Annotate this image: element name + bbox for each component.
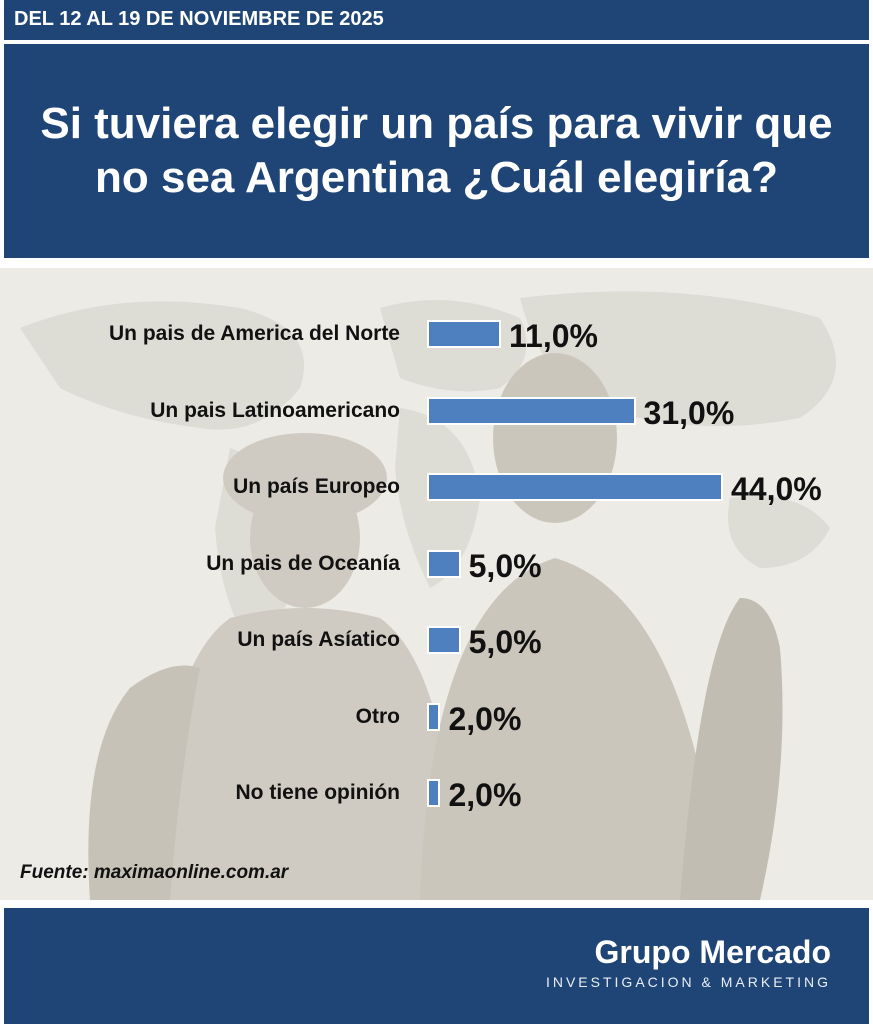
brand-tagline: INVESTIGACION & MARKETING bbox=[545, 974, 831, 990]
bar bbox=[427, 549, 461, 578]
footer-bar: Grupo Mercado INVESTIGACION & MARKETING bbox=[4, 908, 869, 1024]
value-label: 2,0% bbox=[448, 777, 522, 813]
category-label: Un pais de America del Norte bbox=[109, 322, 400, 345]
brand-logo: Grupo Mercado INVESTIGACION & MARKETING bbox=[546, 934, 831, 990]
source-note: Fuente: maximaonline.com.ar bbox=[20, 862, 289, 883]
category-label: Otro bbox=[355, 704, 400, 728]
chart-area: Un pais de America del Norte 11,0% Un pais… bbox=[0, 268, 873, 900]
category-label: Un país Europeo bbox=[233, 475, 400, 498]
bar bbox=[427, 779, 441, 807]
category-label: Un pais de Oceanía bbox=[206, 551, 400, 575]
bar bbox=[427, 702, 441, 731]
value-label: 5,0% bbox=[468, 624, 542, 660]
category-label: Un país Asíatico bbox=[237, 628, 400, 651]
category-label: Un pais Latinoamericano bbox=[150, 398, 400, 422]
brand-name: Grupo Mercado bbox=[594, 934, 831, 970]
question-title: Si tuviera elegir un país para vivir que… bbox=[40, 99, 833, 202]
category-label: No tiene opinión bbox=[235, 781, 400, 804]
bar bbox=[427, 396, 636, 425]
value-label: 44,0% bbox=[731, 471, 822, 507]
date-range-banner: DEL 12 AL 19 DE NOVIEMBRE DE 2025 bbox=[4, 0, 869, 40]
value-label: 2,0% bbox=[448, 700, 522, 737]
bar bbox=[427, 626, 461, 654]
value-label: 11,0% bbox=[509, 318, 598, 354]
bar bbox=[427, 473, 723, 501]
value-label: 5,0% bbox=[468, 547, 542, 584]
value-label: 31,0% bbox=[643, 394, 735, 431]
question-title-box: Si tuviera elegir un país para vivir que… bbox=[4, 44, 869, 258]
bar-chart: Un pais de America del Norte 11,0% Un pais… bbox=[0, 268, 873, 900]
bar bbox=[427, 320, 501, 348]
